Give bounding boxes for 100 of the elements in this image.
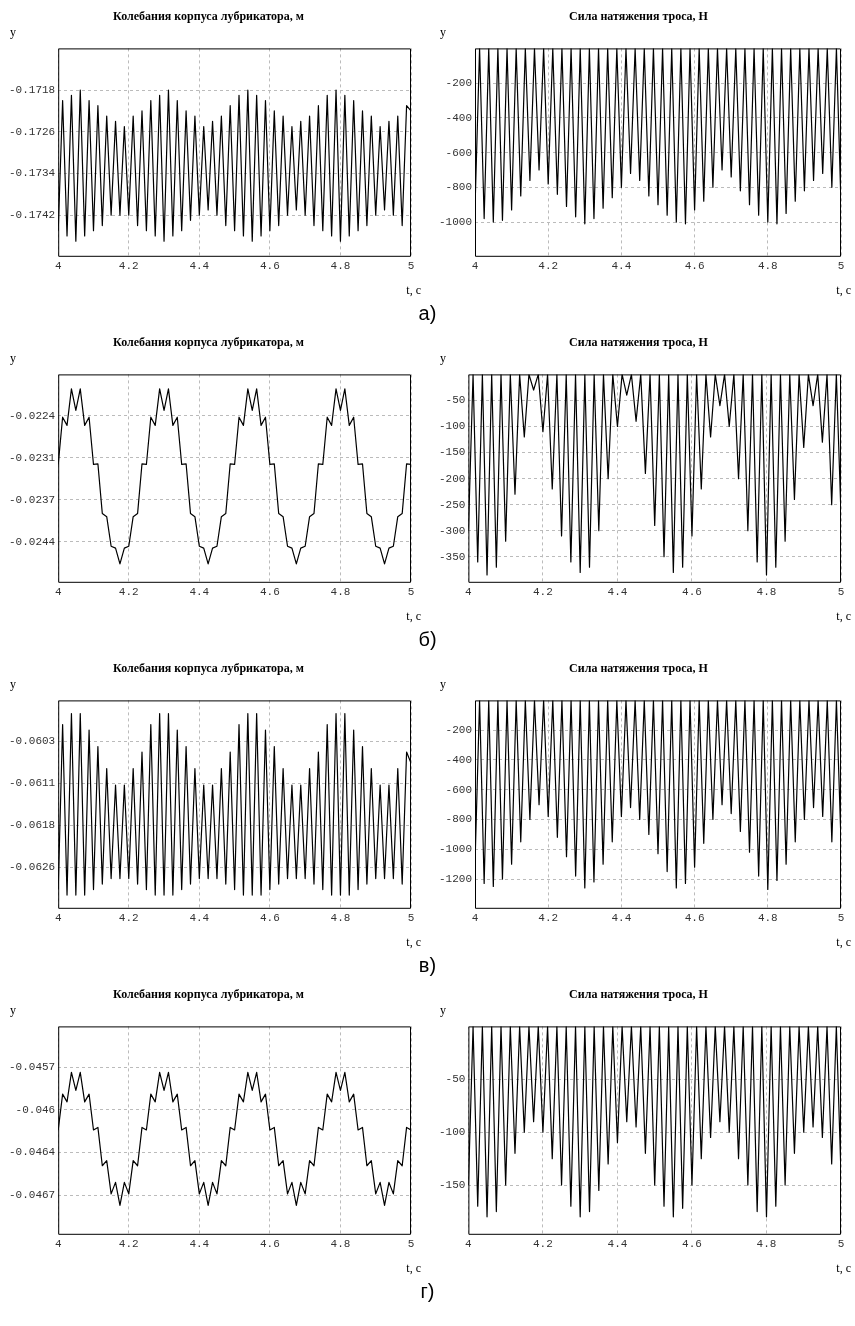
- x-tick-label: 4.2: [118, 1238, 139, 1251]
- y-tick-label: -0.1734: [8, 167, 56, 180]
- chart-title: Сила натяжения троса, Н: [569, 661, 709, 676]
- y-tick-label: -400: [445, 753, 473, 766]
- x-tick-label: 4: [465, 586, 473, 599]
- y-tick-label: -100: [439, 420, 466, 433]
- y-tick-label: -350: [439, 550, 466, 563]
- x-tick-label: 4.8: [757, 260, 778, 273]
- y-axis-title: y: [440, 676, 446, 691]
- x-tick-label: 4.4: [189, 912, 210, 925]
- y-tick-label: -50: [445, 394, 466, 407]
- x-tick-label: 4.6: [259, 912, 280, 925]
- y-tick-label: -0.0626: [8, 861, 56, 874]
- x-tick-label: 4.2: [538, 260, 559, 273]
- y-tick-label: -0.0467: [8, 1189, 56, 1202]
- x-tick-label: 4.8: [330, 912, 351, 925]
- y-tick-label: -0.0611: [8, 777, 56, 790]
- x-axis-title: t, с: [406, 608, 421, 623]
- x-tick-label: 4.4: [607, 1238, 628, 1251]
- y-tick-label: -0.0224: [8, 409, 56, 422]
- y-tick-label: -400: [445, 111, 473, 124]
- y-axis-title: y: [10, 350, 16, 365]
- x-tick-label: 5: [837, 260, 845, 273]
- x-tick-label: 4.6: [682, 586, 702, 599]
- x-axis-title: t, с: [836, 934, 851, 949]
- y-tick-label: -0.0231: [8, 451, 56, 464]
- y-tick-label: -50: [445, 1073, 466, 1086]
- x-axis-title: t, с: [836, 1260, 851, 1275]
- x-tick-label: 4.2: [533, 586, 553, 599]
- y-tick-label: -200: [445, 724, 473, 737]
- y-tick-label: -800: [445, 813, 473, 826]
- y-tick-label: -0.046: [15, 1103, 56, 1116]
- chart-title: Колебания корпуса лубрикатора, м: [113, 987, 304, 1002]
- y-tick-label: -600: [445, 783, 473, 796]
- x-tick-label: 5: [407, 1238, 415, 1251]
- y-tick-label: -1200: [438, 872, 473, 885]
- x-tick-label: 4.2: [118, 586, 139, 599]
- text: б): [418, 628, 437, 650]
- x-axis-title: t, с: [406, 934, 421, 949]
- x-tick-label: 4.6: [684, 912, 705, 925]
- y-tick-label: -0.1742: [8, 209, 56, 222]
- x-tick-label: 4.4: [189, 1238, 210, 1251]
- x-tick-label: 4.2: [538, 912, 559, 925]
- text: а): [418, 302, 437, 324]
- x-tick-label: 4.6: [259, 260, 280, 273]
- x-tick-label: 5: [837, 1238, 845, 1251]
- y-tick-label: -100: [439, 1126, 466, 1139]
- y-tick-label: -0.1718: [8, 83, 56, 96]
- chart-title: Колебания корпуса лубрикатора, м: [113, 335, 304, 350]
- x-tick-label: 4.8: [330, 586, 351, 599]
- y-tick-label: -0.0237: [8, 493, 56, 506]
- x-tick-label: 4: [465, 1238, 473, 1251]
- y-tick-label: -150: [439, 446, 466, 459]
- x-tick-label: 4.4: [189, 260, 210, 273]
- chart-title: Колебания корпуса лубрикатора, м: [113, 661, 304, 676]
- x-tick-label: 4: [54, 912, 62, 925]
- y-axis-title: y: [10, 676, 16, 691]
- x-tick-label: 4.2: [118, 912, 139, 925]
- x-axis-title: t, с: [836, 282, 851, 297]
- x-tick-label: 4.8: [757, 912, 778, 925]
- x-axis-title: t, с: [406, 1260, 421, 1275]
- x-tick-label: 4: [54, 260, 62, 273]
- y-tick-label: -1000: [438, 843, 473, 856]
- x-tick-label: 4.4: [189, 586, 210, 599]
- x-tick-label: 4.6: [684, 260, 705, 273]
- chart-title: Сила натяжения троса, Н: [569, 335, 709, 350]
- x-tick-label: 4.4: [607, 586, 628, 599]
- y-axis-title: y: [10, 1002, 16, 1017]
- y-axis-title: y: [440, 24, 446, 39]
- y-tick-label: -200: [445, 77, 473, 90]
- x-tick-label: 4: [54, 586, 62, 599]
- y-axis-title: y: [440, 350, 446, 365]
- x-tick-label: 5: [837, 586, 845, 599]
- y-tick-label: -0.0244: [8, 535, 56, 548]
- x-tick-label: 5: [407, 586, 415, 599]
- x-tick-label: 4.2: [533, 1238, 553, 1251]
- y-tick-label: -0.0457: [8, 1061, 56, 1074]
- text: г): [420, 1280, 435, 1302]
- y-tick-label: -0.0618: [8, 819, 56, 832]
- x-tick-label: 4.8: [756, 586, 777, 599]
- x-tick-label: 4: [471, 912, 479, 925]
- y-axis-title: y: [10, 24, 16, 39]
- x-tick-label: 4.2: [118, 260, 139, 273]
- y-tick-label: -600: [445, 146, 473, 159]
- y-tick-label: -800: [445, 181, 473, 194]
- x-tick-label: 5: [407, 912, 415, 925]
- y-tick-label: -250: [439, 498, 466, 511]
- y-tick-label: -1000: [438, 215, 473, 228]
- x-axis-title: t, с: [406, 282, 421, 297]
- y-tick-label: -0.0464: [8, 1146, 56, 1159]
- x-tick-label: 4.6: [259, 586, 280, 599]
- x-tick-label: 4.4: [611, 260, 632, 273]
- x-tick-label: 4.8: [756, 1238, 777, 1251]
- y-tick-label: -150: [439, 1178, 466, 1191]
- x-tick-label: 4.6: [259, 1238, 280, 1251]
- y-tick-label: -0.1726: [8, 125, 56, 138]
- x-tick-label: 4.6: [682, 1238, 702, 1251]
- y-tick-label: -300: [439, 524, 466, 537]
- y-tick-label: -200: [439, 472, 466, 485]
- y-tick-label: -0.0603: [8, 735, 56, 747]
